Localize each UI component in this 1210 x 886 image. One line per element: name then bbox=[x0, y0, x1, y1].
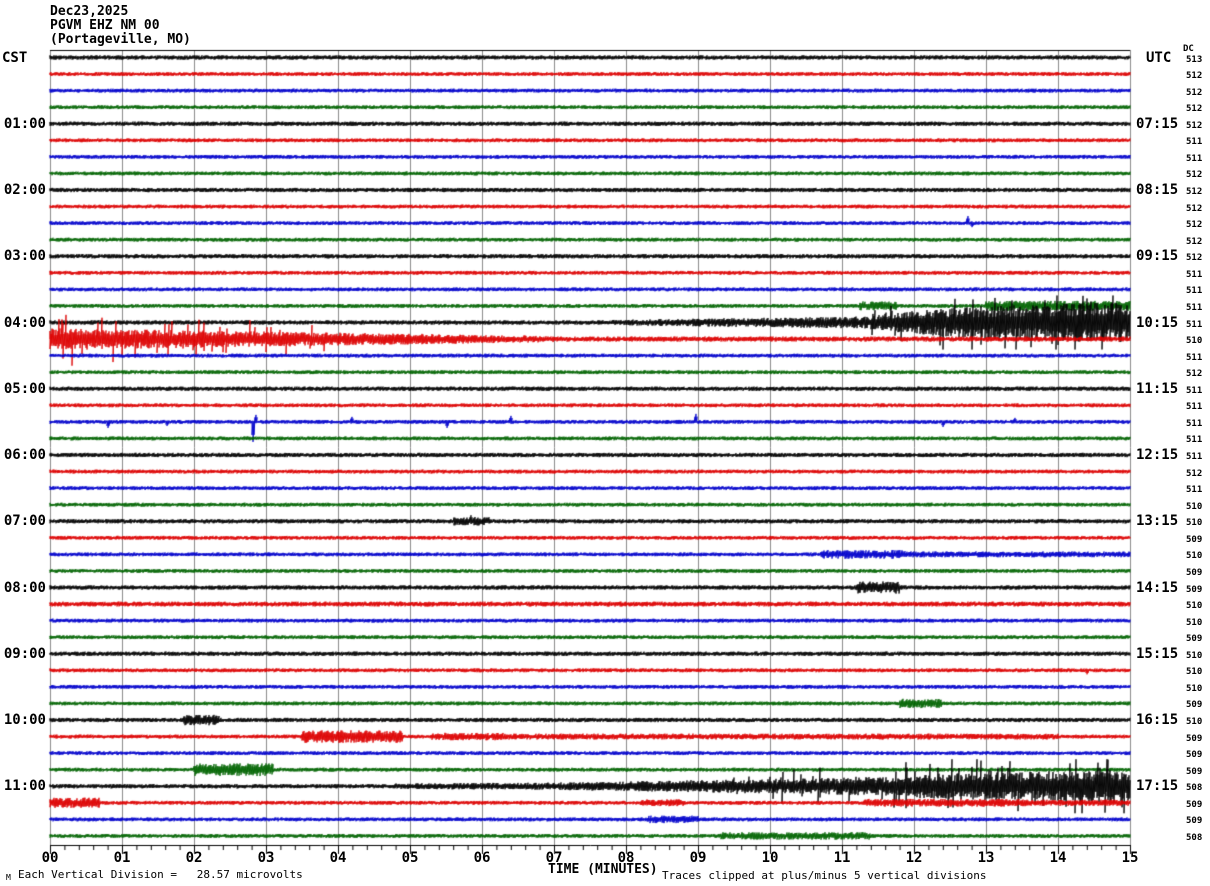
dc-value-label: 509 bbox=[1186, 568, 1203, 578]
dc-value-label: 511 bbox=[1186, 485, 1203, 495]
cst-time-label: 01:00 bbox=[3, 116, 46, 132]
dc-value-label: 512 bbox=[1186, 204, 1203, 214]
dc-value-label: 509 bbox=[1186, 634, 1203, 644]
dc-value-label: 513 bbox=[1186, 55, 1203, 65]
utc-time-label: 15:15 bbox=[1136, 646, 1179, 662]
cst-time-label: 11:00 bbox=[3, 778, 46, 794]
dc-value-label: 511 bbox=[1186, 386, 1203, 396]
dc-value-label: 510 bbox=[1186, 651, 1203, 661]
dc-value-label: 512 bbox=[1186, 121, 1203, 131]
dc-value-label: 512 bbox=[1186, 369, 1203, 379]
dc-value-label: 508 bbox=[1186, 833, 1203, 843]
cst-time-label: 08:00 bbox=[3, 580, 46, 596]
dc-value-label: 509 bbox=[1186, 816, 1203, 826]
utc-time-label: 17:15 bbox=[1136, 778, 1179, 794]
dc-value-label: 511 bbox=[1186, 286, 1203, 296]
location-title: (Portageville, MO) bbox=[50, 32, 191, 47]
utc-header: UTC bbox=[1146, 50, 1172, 66]
dc-value-label: 510 bbox=[1186, 717, 1203, 727]
dc-value-label: 510 bbox=[1186, 551, 1203, 561]
dc-value-label: 511 bbox=[1186, 154, 1203, 164]
dc-value-label: 511 bbox=[1186, 303, 1203, 313]
utc-time-label: 12:15 bbox=[1136, 447, 1179, 463]
utc-time-label: 16:15 bbox=[1136, 712, 1179, 728]
x-tick-label: 14 bbox=[1049, 850, 1067, 866]
watermark-mark: M bbox=[6, 873, 11, 882]
dc-value-label: 512 bbox=[1186, 469, 1203, 479]
cst-header: CST bbox=[2, 50, 28, 66]
x-tick-label: 02 bbox=[185, 850, 203, 866]
dc-value-label: 512 bbox=[1186, 88, 1203, 98]
cst-time-label: 04:00 bbox=[3, 315, 46, 331]
utc-time-label: 14:15 bbox=[1136, 580, 1179, 596]
cst-time-label: 06:00 bbox=[3, 447, 46, 463]
cst-time-label: 02:00 bbox=[3, 182, 46, 198]
dc-value-label: 509 bbox=[1186, 767, 1203, 777]
x-tick-label: 10 bbox=[761, 850, 779, 866]
cst-time-label: 03:00 bbox=[3, 248, 46, 264]
cst-time-label: 07:00 bbox=[3, 513, 46, 529]
dc-value-label: 510 bbox=[1186, 518, 1203, 528]
dc-value-label: 512 bbox=[1186, 170, 1203, 180]
utc-time-label: 07:15 bbox=[1136, 116, 1179, 132]
x-tick-label: 15 bbox=[1121, 850, 1139, 866]
x-tick-label: 05 bbox=[401, 850, 419, 866]
station-title: PGVM EHZ NM 00 bbox=[50, 18, 160, 33]
dc-header: DC bbox=[1183, 44, 1194, 54]
utc-time-label: 08:15 bbox=[1136, 182, 1179, 198]
dc-value-label: 509 bbox=[1186, 585, 1203, 595]
x-tick-label: 03 bbox=[257, 850, 275, 866]
dc-value-label: 509 bbox=[1186, 734, 1203, 744]
dc-value-label: 510 bbox=[1186, 336, 1203, 346]
x-tick-label: 08 bbox=[617, 850, 635, 866]
x-tick-label: 12 bbox=[905, 850, 923, 866]
dc-value-label: 509 bbox=[1186, 700, 1203, 710]
utc-time-label: 09:15 bbox=[1136, 248, 1179, 264]
cst-time-label: 05:00 bbox=[3, 381, 46, 397]
x-tick-label: 09 bbox=[689, 850, 707, 866]
date-title: Dec23,2025 bbox=[50, 4, 129, 19]
dc-value-label: 511 bbox=[1186, 435, 1203, 445]
utc-time-label: 10:15 bbox=[1136, 315, 1179, 331]
dc-value-label: 511 bbox=[1186, 137, 1203, 147]
dc-value-label: 509 bbox=[1186, 800, 1203, 810]
x-tick-label: 04 bbox=[329, 850, 347, 866]
dc-value-label: 512 bbox=[1186, 220, 1203, 230]
dc-value-label: 510 bbox=[1186, 502, 1203, 512]
dc-value-label: 511 bbox=[1186, 419, 1203, 429]
dc-value-label: 510 bbox=[1186, 667, 1203, 677]
x-tick-label: 00 bbox=[41, 850, 59, 866]
dc-value-label: 511 bbox=[1186, 353, 1203, 363]
dc-value-label: 511 bbox=[1186, 452, 1203, 462]
x-tick-label: 06 bbox=[473, 850, 491, 866]
x-tick-label: 13 bbox=[977, 850, 995, 866]
dc-value-label: 512 bbox=[1186, 71, 1203, 81]
dc-value-label: 510 bbox=[1186, 601, 1203, 611]
x-tick-label: 01 bbox=[113, 850, 131, 866]
x-tick-label: 11 bbox=[833, 850, 851, 866]
dc-value-label: 512 bbox=[1186, 237, 1203, 247]
utc-time-label: 13:15 bbox=[1136, 513, 1179, 529]
scale-note: Each Vertical Division = 28.57 microvolt… bbox=[18, 868, 303, 881]
dc-value-label: 511 bbox=[1186, 320, 1203, 330]
x-tick-label: 07 bbox=[545, 850, 563, 866]
dc-value-label: 508 bbox=[1186, 783, 1203, 793]
dc-value-label: 512 bbox=[1186, 187, 1203, 197]
x-axis-title: TIME (MINUTES) bbox=[548, 862, 658, 877]
dc-value-label: 509 bbox=[1186, 750, 1203, 760]
utc-time-label: 11:15 bbox=[1136, 381, 1179, 397]
dc-value-label: 509 bbox=[1186, 535, 1203, 545]
dc-value-label: 512 bbox=[1186, 253, 1203, 263]
cst-time-label: 10:00 bbox=[3, 712, 46, 728]
dc-value-label: 511 bbox=[1186, 270, 1203, 280]
dc-value-label: 510 bbox=[1186, 618, 1203, 628]
dc-value-label: 511 bbox=[1186, 402, 1203, 412]
cst-time-label: 09:00 bbox=[3, 646, 46, 662]
clip-note: Traces clipped at plus/minus 5 vertical … bbox=[662, 869, 987, 882]
dc-value-label: 510 bbox=[1186, 684, 1203, 694]
dc-value-label: 512 bbox=[1186, 104, 1203, 114]
